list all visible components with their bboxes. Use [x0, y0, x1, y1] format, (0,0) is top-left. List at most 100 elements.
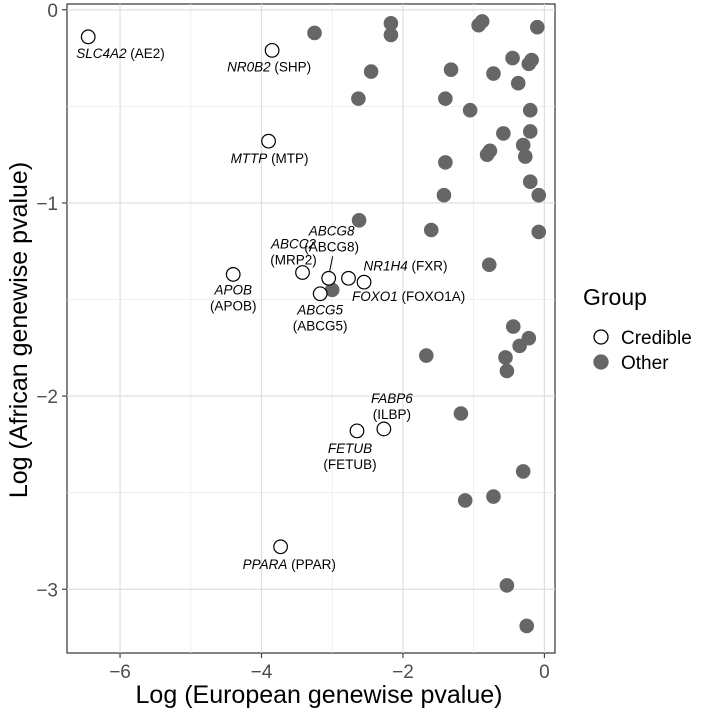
gene-symbol: ABCG8	[308, 223, 355, 238]
y-axis-title: Log (African genewise pvalue)	[5, 162, 33, 498]
gene-label: MTTP (MTP)	[231, 151, 309, 166]
point-other	[510, 75, 526, 91]
gene-symbol: APOB	[213, 282, 252, 297]
point-credible	[341, 270, 356, 286]
gene-symbol: FOXO1	[352, 289, 398, 304]
point-credible	[321, 270, 337, 286]
protein-name: (PPAR)	[287, 557, 336, 572]
point-credible	[356, 274, 372, 290]
gene-symbol: ABCC2	[270, 236, 317, 251]
point-other	[486, 66, 501, 81]
point-other	[515, 464, 531, 479]
protein-name: (MTP)	[267, 151, 308, 166]
point-other	[479, 147, 495, 162]
point-credible	[225, 267, 241, 282]
point-other	[423, 222, 439, 238]
point-other	[522, 174, 538, 190]
point-credible	[264, 42, 280, 58]
protein-name: (ABCG8)	[304, 239, 359, 254]
point-other	[505, 319, 521, 334]
gene-symbol: PPARA	[243, 557, 288, 572]
x-tick-label: 0	[539, 662, 550, 683]
y-tick-label: −1	[36, 194, 58, 215]
point-other	[499, 578, 515, 593]
point-other	[363, 64, 379, 79]
protein-name: (APOB)	[210, 298, 257, 313]
legend-label-credible: Credible	[621, 328, 692, 349]
protein-name: (SHP)	[271, 59, 312, 74]
point-other	[530, 19, 545, 35]
point-other	[481, 257, 497, 273]
legend-key-other	[593, 354, 609, 370]
gene-symbol: ABCG5	[296, 303, 343, 318]
point-other	[418, 348, 434, 363]
y-axis-ticks: 0 −1 −2 −3	[36, 1, 67, 601]
point-other	[522, 124, 538, 139]
gene-symbol: FETUB	[328, 441, 372, 456]
gene-symbol: SLC4A2	[76, 46, 127, 61]
protein-name: (FETUB)	[323, 457, 376, 472]
y-tick-label: −2	[36, 387, 58, 408]
y-tick-label: 0	[47, 1, 58, 22]
gene-label: SLC4A2 (AE2)	[76, 46, 165, 61]
protein-name: (FOXO1A)	[398, 289, 466, 304]
point-other	[486, 489, 501, 504]
gene-symbol: NR1H4	[363, 258, 407, 273]
point-other	[498, 350, 513, 365]
y-tick-label: −3	[36, 580, 58, 601]
protein-name: (ABCG5)	[293, 319, 348, 334]
legend-title: Group	[583, 284, 647, 310]
point-other	[307, 25, 322, 41]
point-credible	[312, 286, 328, 302]
point-credible	[80, 29, 96, 45]
point-credible	[295, 265, 310, 280]
point-credible	[273, 539, 288, 555]
point-other	[524, 52, 539, 68]
point-other	[519, 618, 535, 634]
point-other	[512, 338, 527, 354]
x-axis-title: Log (European genewise pvalue)	[136, 681, 503, 709]
x-tick-label: −6	[109, 662, 131, 683]
point-credible	[376, 421, 392, 437]
point-other	[351, 213, 367, 228]
point-other	[438, 91, 453, 106]
gene-symbol: FABP6	[371, 391, 413, 406]
point-other	[457, 493, 473, 508]
x-tick-label: −2	[392, 662, 414, 683]
protein-name: (AE2)	[127, 46, 165, 61]
gene-symbol: MTTP	[231, 151, 268, 166]
point-other	[443, 62, 459, 77]
x-axis-ticks: −6 −4 −2 0	[109, 653, 550, 683]
legend-label-other: Other	[621, 353, 669, 374]
point-other	[474, 14, 490, 29]
gene-label: FOXO1 (FOXO1A)	[352, 289, 465, 304]
point-other	[462, 102, 478, 118]
point-other	[351, 91, 366, 106]
point-labels: SLC4A2 (AE2) NR0B2 (SHP) MTTP (MTP) APOB(AP…	[76, 46, 465, 572]
point-other	[438, 155, 453, 170]
data-points	[80, 14, 547, 634]
point-other	[436, 187, 452, 203]
point-other	[505, 50, 520, 66]
point-other	[383, 27, 399, 43]
point-credible	[261, 133, 276, 149]
protein-name: (FXR)	[408, 258, 448, 273]
legend: Group Credible Other	[583, 284, 692, 374]
point-other	[531, 187, 547, 203]
point-other	[499, 363, 515, 379]
point-other	[517, 149, 533, 164]
point-credible	[349, 423, 365, 439]
label-leader-line	[329, 256, 334, 272]
point-other	[496, 126, 511, 141]
x-tick-label: −4	[251, 662, 273, 683]
gene-label: NR1H4 (FXR)	[363, 258, 447, 273]
gene-label: PPARA (PPAR)	[243, 557, 336, 572]
point-other	[522, 102, 538, 118]
gene-label: NR0B2 (SHP)	[227, 59, 311, 74]
legend-key-credible	[593, 329, 609, 345]
protein-name: (ILBP)	[373, 407, 411, 422]
gene-symbol: NR0B2	[227, 59, 271, 74]
point-other	[531, 224, 547, 240]
point-other	[453, 406, 469, 421]
